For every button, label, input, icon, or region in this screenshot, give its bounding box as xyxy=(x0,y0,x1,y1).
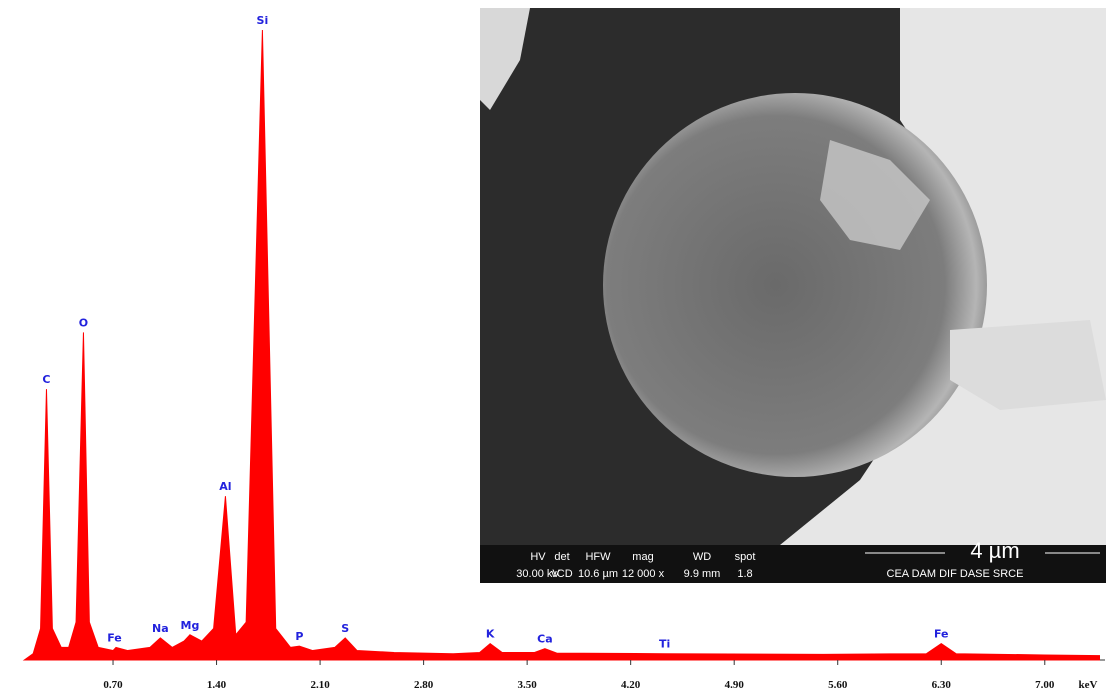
x-tick-label: 7.00 xyxy=(1035,679,1055,691)
sem-image: 4 µm HV 30.00 kV det vCD HFW 10.6 µm mag 12 000… xyxy=(480,8,1106,583)
peak-label: O xyxy=(79,316,88,329)
sem-particle xyxy=(480,8,530,110)
x-tick-label: 4.90 xyxy=(725,679,745,691)
info-credit: CEA DAM DIF DASE SRCE xyxy=(887,568,1024,580)
x-tick-label: 5.60 xyxy=(828,679,848,691)
peak-label: P xyxy=(295,630,303,643)
x-tick-label: 0.70 xyxy=(103,679,123,691)
x-tick-label: 2.80 xyxy=(414,679,434,691)
peak-label: S xyxy=(341,622,349,635)
info-value: vCD xyxy=(551,568,572,580)
peak-label: Mg xyxy=(181,619,200,632)
peak-label: K xyxy=(486,628,495,641)
spectrum xyxy=(22,29,1100,661)
x-tick-label: 6.30 xyxy=(932,679,952,691)
info-value: 12 000 x xyxy=(622,568,665,580)
peak-label: Fe xyxy=(934,628,949,641)
info-value: 10.6 µm xyxy=(578,568,618,580)
sem-flake xyxy=(950,320,1106,410)
peak-label: Al xyxy=(219,480,231,493)
peak-label: Ti xyxy=(659,638,670,651)
info-bar xyxy=(480,545,1106,583)
info-head: HFW xyxy=(585,551,611,563)
info-value: 9.9 mm xyxy=(684,568,721,580)
info-value: 1.8 xyxy=(737,568,752,580)
peak-label: Fe xyxy=(107,631,122,644)
x-tick-label: 4.20 xyxy=(621,679,641,691)
x-tick-label: 3.50 xyxy=(518,679,538,691)
x-tick-label: 2.10 xyxy=(310,679,330,691)
scale-label: 4 µm xyxy=(970,538,1019,563)
peak-label: Si xyxy=(257,14,269,27)
sem-sphere xyxy=(603,93,987,477)
info-head: spot xyxy=(735,551,756,563)
x-tick-label: 1.40 xyxy=(207,679,227,691)
info-head: det xyxy=(554,551,569,563)
sem-deposit xyxy=(820,140,930,250)
info-value: 30.00 kV xyxy=(516,568,560,580)
info-head: mag xyxy=(632,551,653,563)
sem-matrix xyxy=(780,8,1106,545)
peak-label: Na xyxy=(152,622,169,635)
info-head: WD xyxy=(693,551,711,563)
info-head: HV xyxy=(530,551,546,563)
x-axis-label: keV xyxy=(1079,679,1098,691)
peak-label: C xyxy=(42,373,50,386)
peak-label: Ca xyxy=(537,633,553,646)
